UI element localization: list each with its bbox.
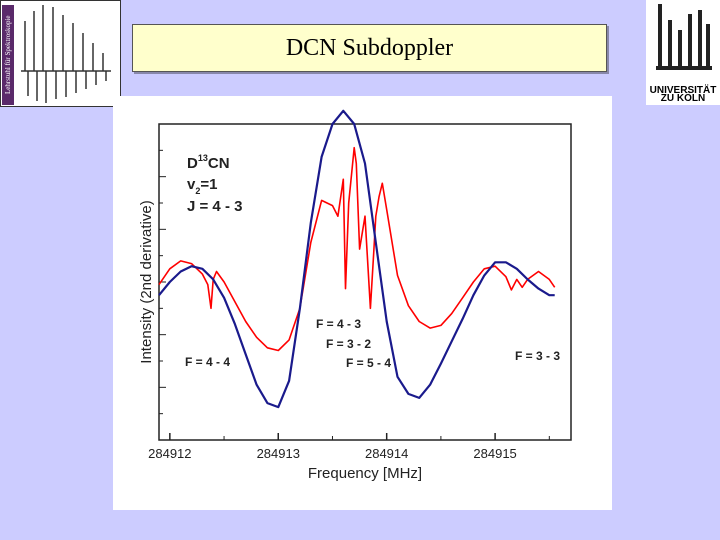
slide-title: DCN Subdoppler [132, 24, 607, 72]
chart-panel: 284912 284913 284914 284915 Frequency [MHz]… [113, 96, 612, 510]
university-logo: UNIVERSITÄT ZU KÖLN [646, 0, 720, 105]
x-tick-label: 284915 [473, 446, 516, 461]
x-tick-label: 284914 [365, 446, 408, 461]
x-tick-label: 284913 [257, 446, 300, 461]
y-axis-label: Intensity (2nd derivative) [138, 200, 155, 363]
label-f-4-3: F = 4 - 3 [316, 317, 361, 331]
annotation-vibration: v2=1 [187, 176, 217, 196]
label-f-3-2: F = 3 - 2 [326, 337, 371, 351]
series-line-2 [158, 109, 555, 409]
label-f-4-4: F = 4 - 4 [185, 355, 230, 369]
spectrum-chart: 284912 284913 284914 284915 Frequency [MHz]… [138, 109, 572, 482]
left-logo-spectrum-graphic [21, 5, 111, 103]
university-logo-line2: ZU KÖLN [660, 93, 706, 104]
annotation-rotation: J = 4 - 3 [187, 198, 242, 215]
left-logo: Lehrstuhl für Spektroskopie [0, 0, 121, 107]
university-logo-line1: UNIVERSITÄT [649, 85, 717, 96]
x-tick-label: 284912 [148, 446, 191, 461]
annotation-molecule: D13CN [187, 153, 230, 172]
series-layer [158, 109, 556, 409]
label-f-3-3: F = 3 - 3 [515, 349, 560, 363]
x-axis-label: Frequency [MHz] [308, 465, 422, 482]
left-logo-text: Lehrstuhl für Spektroskopie [2, 5, 14, 105]
university-logo-graphic [656, 4, 712, 70]
label-f-5-4: F = 5 - 4 [346, 356, 391, 370]
y-ticks [159, 123, 166, 441]
x-ticks: 284912 284913 284914 284915 [148, 433, 550, 461]
